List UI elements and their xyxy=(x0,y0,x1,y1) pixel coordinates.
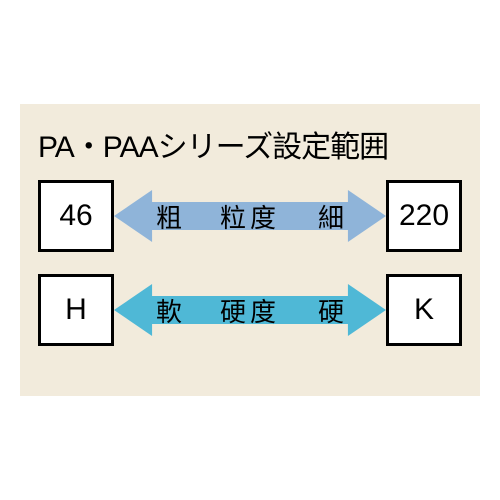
double-arrow-icon xyxy=(114,190,386,242)
box-right: 220 xyxy=(386,180,462,252)
box-left: 46 xyxy=(38,180,114,252)
row-hardness: H 軟 硬度 硬 K xyxy=(38,274,462,346)
row-grain: 46 粗 粒度 細 220 xyxy=(38,180,462,252)
box-right: K xyxy=(386,274,462,346)
double-arrow-icon xyxy=(114,284,386,336)
arrow-hardness: 軟 硬度 硬 xyxy=(114,274,386,346)
card-title: PA・PAAシリーズ設定範囲 xyxy=(38,122,462,166)
spec-card: PA・PAAシリーズ設定範囲 46 粗 粒度 細 220 H 軟 硬度 硬 xyxy=(20,104,480,396)
box-left: H xyxy=(38,274,114,346)
arrow-grain: 粗 粒度 細 xyxy=(114,180,386,252)
